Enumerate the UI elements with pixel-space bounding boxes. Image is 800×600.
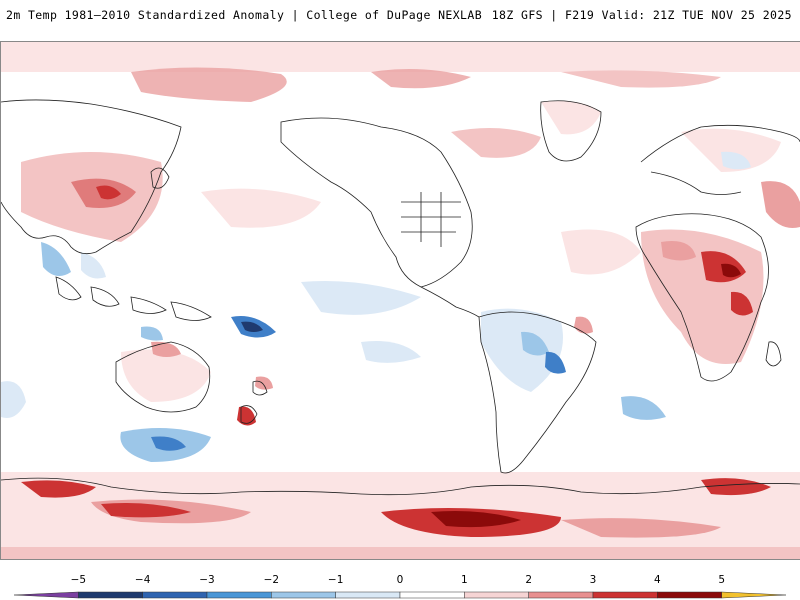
header: 2m Temp 1981–2010 Standardized Anomaly |… [0, 0, 800, 30]
coastlines [1, 99, 800, 496]
colorbar: −5 −4 −3 −2 −1 0 1 2 3 4 5 [0, 570, 800, 600]
colorbar-segment [721, 591, 787, 599]
colorbar-tick-label: 4 [653, 574, 661, 586]
colorbar-tick-label: −4 [134, 574, 151, 586]
colorbar-segment [335, 591, 401, 599]
colorbar-tick-label: −2 [263, 574, 280, 586]
colorbar-tick-label: 0 [396, 574, 404, 586]
colorbar-segment [206, 591, 272, 599]
colorbar-segment [13, 591, 79, 599]
colorbar-tick-label: 3 [589, 574, 597, 586]
map-title: 2m Temp 1981–2010 Standardized Anomaly |… [6, 8, 483, 22]
colorbar-segment [464, 591, 529, 599]
colorbar-tick-label: 5 [718, 574, 725, 586]
model-run-info: 18Z GFS | F219 Valid: 21Z TUE NOV 25 202… [491, 8, 792, 22]
anomaly-map[interactable] [0, 41, 800, 560]
map-canvas [1, 42, 800, 559]
anomaly-shading [1, 42, 800, 559]
colorbar-tick-label: −3 [199, 574, 215, 586]
colorbar-graphic [13, 591, 787, 599]
colorbar-segment [657, 591, 722, 599]
colorbar-tick-label: 1 [460, 574, 468, 586]
colorbar-segment [399, 591, 465, 599]
colorbar-tick-label: 2 [525, 574, 532, 586]
colorbar-segment [271, 591, 336, 599]
colorbar-tick-label: −1 [327, 574, 344, 586]
colorbar-segment [142, 591, 208, 599]
colorbar-segment [78, 591, 143, 599]
colorbar-segment [592, 591, 658, 599]
colorbar-segment [528, 591, 594, 599]
colorbar-tick-label: −5 [70, 574, 87, 586]
